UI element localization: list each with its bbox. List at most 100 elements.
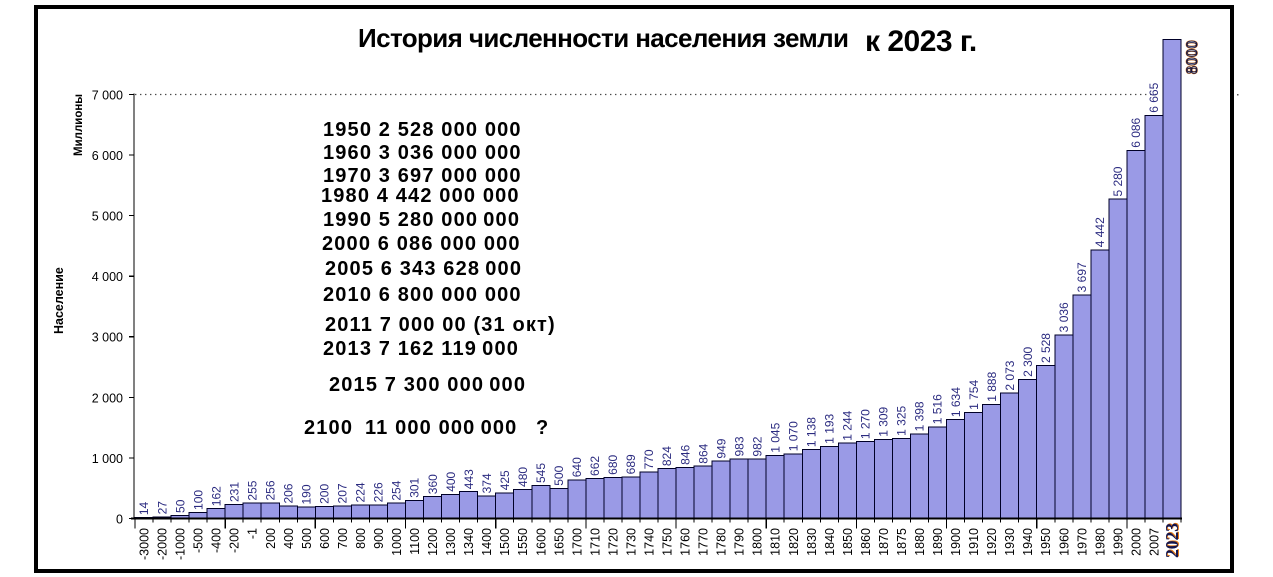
svg-text:1 754: 1 754 [967,380,981,410]
svg-text:1500: 1500 [498,528,512,556]
svg-text:1650: 1650 [552,528,566,556]
svg-text:190: 190 [300,484,314,504]
svg-text:500: 500 [300,528,314,549]
svg-text:1760: 1760 [679,528,693,556]
svg-text:1 270: 1 270 [859,409,873,439]
svg-text:27: 27 [155,501,169,515]
svg-text:770: 770 [642,449,656,469]
svg-text:0: 0 [116,512,123,526]
svg-text:1 634: 1 634 [949,387,963,417]
svg-text:14: 14 [137,501,151,515]
svg-text:443: 443 [462,469,476,489]
svg-text:846: 846 [678,444,692,464]
svg-text:2 000: 2 000 [92,391,123,405]
svg-text:4 442: 4 442 [1093,217,1107,247]
svg-text:662: 662 [588,456,602,476]
svg-text:1875: 1875 [895,528,909,556]
svg-text:3 036: 3 036 [1057,302,1071,332]
svg-text:1730: 1730 [624,528,638,556]
svg-text:301: 301 [408,477,422,497]
svg-text:2 528: 2 528 [1039,333,1053,363]
svg-text:1770: 1770 [697,528,711,556]
svg-text:200: 200 [264,528,278,549]
svg-text:1800: 1800 [751,528,765,556]
svg-text:425: 425 [498,470,512,490]
svg-text:-2000: -2000 [156,528,170,560]
svg-text:2023: 2023 [1162,523,1182,558]
svg-text:4 000: 4 000 [92,270,123,284]
svg-text:1740: 1740 [642,528,656,556]
svg-text:1840: 1840 [823,528,837,556]
svg-text:480: 480 [516,467,530,487]
svg-text:1930: 1930 [1003,528,1017,556]
svg-text:1 244: 1 244 [841,410,855,440]
svg-text:600: 600 [318,528,332,549]
svg-text:2007: 2007 [1147,528,1161,556]
svg-text:-500: -500 [192,528,206,553]
svg-text:-1000: -1000 [174,528,188,560]
svg-text:-1: -1 [246,528,260,539]
svg-text:1990: 1990 [1111,528,1125,556]
svg-text:1980: 1980 [1093,528,1107,556]
svg-text:8000: 8000 [1184,40,1201,74]
svg-text:1810: 1810 [769,528,783,556]
svg-text:2000: 2000 [1129,528,1143,556]
svg-text:1200: 1200 [426,528,440,556]
svg-text:1550: 1550 [516,528,530,556]
svg-text:162: 162 [209,486,223,506]
svg-text:1 516: 1 516 [931,394,945,424]
svg-text:1300: 1300 [444,528,458,556]
svg-text:983: 983 [732,436,746,456]
svg-text:400: 400 [282,528,296,549]
svg-text:1910: 1910 [967,528,981,556]
svg-text:255: 255 [245,480,259,500]
svg-text:1960: 1960 [1057,528,1071,556]
svg-text:1340: 1340 [462,528,476,556]
svg-text:2023: 2023 [1163,522,1183,557]
svg-text:1780: 1780 [715,528,729,556]
svg-text:1 398: 1 398 [913,401,927,431]
svg-text:1 309: 1 309 [877,406,891,436]
svg-text:3 697: 3 697 [1075,262,1089,292]
svg-text:689: 689 [624,454,638,474]
svg-text:5 280: 5 280 [1111,166,1125,196]
svg-text:1 888: 1 888 [985,371,999,401]
svg-text:1 045: 1 045 [768,422,782,452]
svg-text:1710: 1710 [588,528,602,556]
svg-text:1820: 1820 [787,528,801,556]
svg-text:8000: 8000 [1184,40,1201,74]
svg-text:231: 231 [227,482,241,502]
svg-text:3 000: 3 000 [92,331,123,345]
svg-text:1000: 1000 [390,528,404,556]
svg-text:824: 824 [660,446,674,466]
svg-text:1870: 1870 [877,528,891,556]
svg-text:545: 545 [534,463,548,483]
svg-text:1700: 1700 [570,528,584,556]
svg-text:6 665: 6 665 [1147,82,1161,112]
svg-text:-200: -200 [228,528,242,553]
svg-text:1890: 1890 [931,528,945,556]
svg-text:1600: 1600 [534,528,548,556]
svg-text:206: 206 [281,483,295,503]
svg-text:1850: 1850 [841,528,855,556]
svg-text:5 000: 5 000 [92,210,123,224]
svg-text:982: 982 [750,436,764,456]
svg-text:207: 207 [336,483,350,503]
svg-text:2 300: 2 300 [1021,346,1035,376]
svg-text:2 073: 2 073 [1003,360,1017,390]
svg-text:900: 900 [372,528,386,549]
svg-text:-3000: -3000 [138,528,152,560]
svg-text:7 000: 7 000 [92,88,123,102]
svg-text:50: 50 [173,499,187,513]
svg-text:400: 400 [444,471,458,491]
svg-text:500: 500 [552,465,566,485]
svg-text:224: 224 [354,482,368,502]
svg-text:1 325: 1 325 [895,405,909,435]
svg-text:1940: 1940 [1021,528,1035,556]
svg-text:360: 360 [426,474,440,494]
svg-text:200: 200 [318,484,332,504]
svg-text:1860: 1860 [859,528,873,556]
svg-text:1950: 1950 [1039,528,1053,556]
svg-text:1 138: 1 138 [804,417,818,447]
svg-text:1920: 1920 [985,528,999,556]
